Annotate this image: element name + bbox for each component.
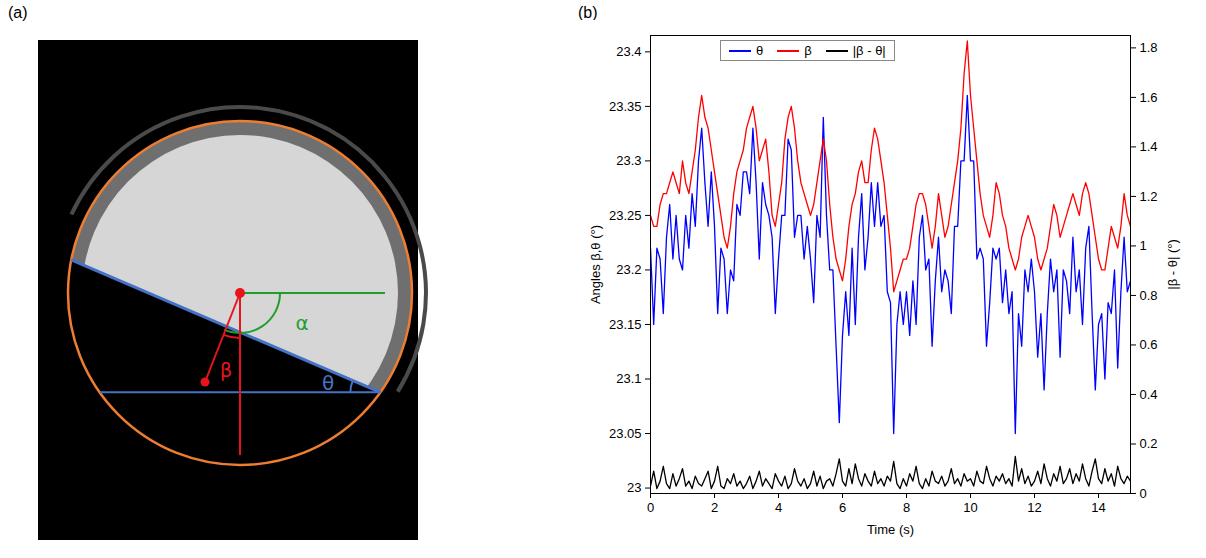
svg-text:1.8: 1.8 (1140, 40, 1158, 55)
svg-text:0: 0 (1140, 486, 1147, 501)
svg-text:23.25: 23.25 (609, 208, 642, 223)
svg-text:Time (s): Time (s) (867, 522, 914, 537)
svg-text:1: 1 (1140, 238, 1147, 253)
svg-text:Angles β,θ (°): Angles β,θ (°) (588, 225, 603, 304)
svg-text:23.3: 23.3 (616, 153, 641, 168)
svg-text:0.8: 0.8 (1140, 288, 1158, 303)
svg-text:0.6: 0.6 (1140, 337, 1158, 352)
svg-text:23.2: 23.2 (616, 262, 641, 277)
html-text:(a): (a) (8, 4, 28, 21)
svg-text:14: 14 (1091, 500, 1105, 515)
html-text:(b): (b) (578, 4, 598, 21)
svg-text:1.4: 1.4 (1140, 139, 1158, 154)
svg-text:8: 8 (903, 500, 910, 515)
svg-text:0: 0 (647, 500, 654, 515)
html-text:β: β (804, 43, 812, 58)
svg-text:23.4: 23.4 (616, 44, 641, 59)
html-text:|β - θ|: |β - θ| (852, 43, 886, 58)
svg-text:23.15: 23.15 (609, 317, 642, 332)
html-text:θ: θ (756, 43, 764, 58)
svg-text:23.35: 23.35 (609, 99, 642, 114)
svg-text:0.4: 0.4 (1140, 387, 1158, 402)
svg-text:α: α (295, 311, 308, 335)
svg-text:23: 23 (627, 480, 641, 495)
svg-text:β: β (220, 359, 232, 381)
svg-text:12: 12 (1027, 500, 1041, 515)
svg-text:4: 4 (775, 500, 782, 515)
svg-text:1.6: 1.6 (1140, 90, 1158, 105)
svg-text:10: 10 (963, 500, 977, 515)
svg-text:23.1: 23.1 (616, 371, 641, 386)
svg-text:0.2: 0.2 (1140, 436, 1158, 451)
svg-text:|β - θ| (°): |β - θ| (°) (1165, 239, 1180, 289)
svg-text:1.2: 1.2 (1140, 189, 1158, 204)
svg-text:θ: θ (322, 371, 334, 395)
svg-text:2: 2 (711, 500, 718, 515)
svg-text:23.05: 23.05 (609, 426, 642, 441)
svg-text:6: 6 (839, 500, 846, 515)
